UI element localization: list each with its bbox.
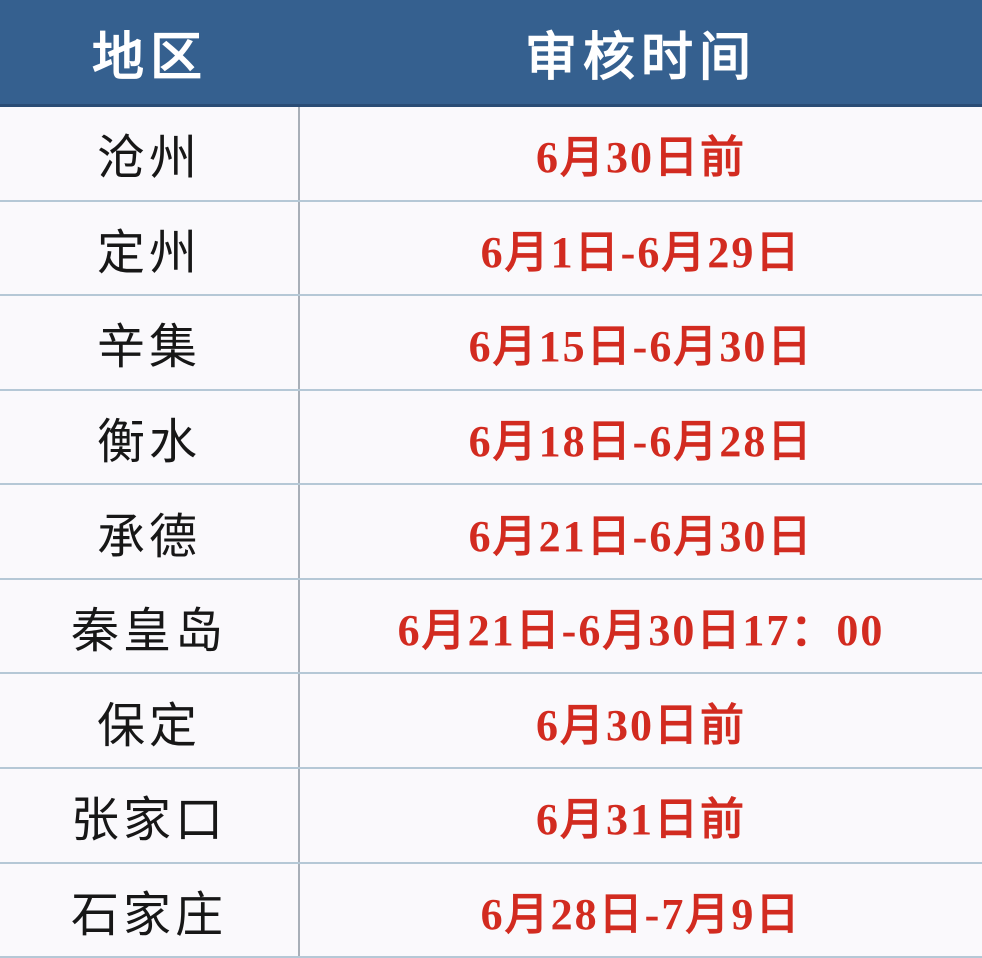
time-cell: 6月31日前 (536, 795, 746, 845)
table-row: 秦皇岛 6月21日-6月30日17：00 (0, 579, 982, 675)
table-row: 石家庄 6月28日-7月9日 (0, 863, 982, 958)
table-row: 定州 6月1日-6月29日 (0, 201, 982, 297)
region-cell: 张家口 (0, 768, 300, 862)
time-cell: 6月21日-6月30日17：00 (397, 606, 885, 656)
time-cell: 6月30日前 (536, 700, 746, 750)
table-row: 承德 6月21日-6月30日 (0, 485, 982, 580)
header-cell-time: 审核时间 (524, 29, 757, 87)
time-cell: 6月1日-6月29日 (480, 227, 802, 277)
region-cell: 石家庄 (0, 863, 300, 957)
region-cell: 定州 (0, 201, 300, 295)
time-cell: 6月28日-7月9日 (480, 889, 802, 939)
region-cell: 秦皇岛 (0, 579, 300, 673)
time-cell: 6月21日-6月30日 (468, 511, 814, 561)
region-cell: 衡水 (0, 390, 300, 484)
time-cell: 6月15日-6月30日 (468, 322, 814, 372)
table-header-row: 地区 审核时间 (0, 0, 982, 107)
table-row: 辛集 6月15日-6月30日 (0, 296, 982, 391)
region-cell: 保定 (0, 674, 300, 767)
region-cell: 承德 (0, 485, 300, 578)
table-row: 沧州 6月30日前 (0, 107, 982, 202)
table-row: 保定 6月30日前 (0, 674, 982, 769)
time-cell: 6月18日-6月28日 (468, 416, 814, 466)
table-row: 衡水 6月18日-6月28日 (0, 390, 982, 486)
table-row: 张家口 6月31日前 (0, 768, 982, 864)
region-cell: 沧州 (0, 107, 300, 200)
header-cell-region: 地区 (91, 29, 208, 87)
region-cell: 辛集 (0, 296, 300, 389)
table-body: 沧州 6月30日前 定州 6月1日-6月29日 辛集 6月15日-6月30日 衡… (0, 107, 982, 958)
time-cell: 6月30日前 (536, 133, 746, 183)
